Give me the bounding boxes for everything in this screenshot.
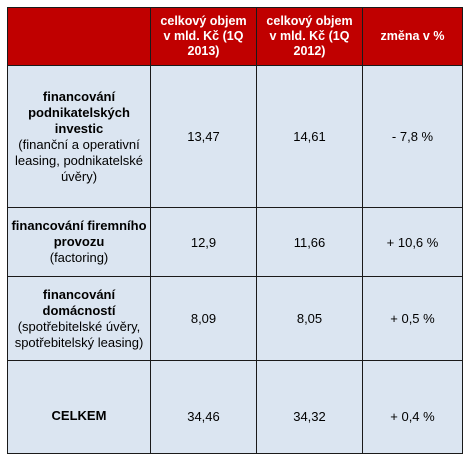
value-2012-cell: 11,66 [256,207,363,277]
row-label-cell: financování firemního provozu (factoring… [7,207,151,277]
header-change-cell: změna v % [362,7,463,66]
header-2013-cell: celkový objem v mld. Kč (1Q 2013) [150,7,257,66]
table-row: financování podnikatelských investic (fi… [7,65,463,208]
header-2012-label: celkový objem v mld. Kč (1Q 2012) [266,14,353,58]
total-2013-cell: 34,46 [150,360,257,454]
header-category-cell [7,7,151,66]
change-cell: - 7,8 % [362,65,463,208]
total-row: CELKEM 34,46 34,32 + 0,4 % [7,360,463,454]
change-cell: + 0,5 % [362,276,463,361]
row-label-main: financování firemního provozu [11,218,147,249]
total-2012-cell: 34,32 [256,360,363,454]
value-2013-cell: 12,9 [150,207,257,277]
value-2012-cell: 14,61 [256,65,363,208]
row-label-sub: (factoring) [49,250,109,265]
value-2013-cell: 13,47 [150,65,257,208]
change-cell: + 10,6 % [362,207,463,277]
row-label-main: financování podnikatelských investic [28,88,130,136]
total-label-cell: CELKEM [7,360,151,454]
row-label-sub: (finanční a operativní leasing, podnikat… [15,136,143,184]
total-2012-value: 34,32 [293,408,326,424]
row-label-cell: financování domácností (spotřebitelské ú… [7,276,151,361]
table-header-row: celkový objem v mld. Kč (1Q 2013) celkov… [7,7,463,66]
header-2013-label: celkový objem v mld. Kč (1Q 2013) [160,14,247,58]
total-2013-value: 34,46 [187,408,220,424]
table-row: financování firemního provozu (factoring… [7,207,463,277]
leasing-volume-table: celkový objem v mld. Kč (1Q 2013) celkov… [7,7,463,454]
total-change-cell: + 0,4 % [362,360,463,454]
row-label-sub: (spotřebitelské úvěry, spotřebitelský le… [14,318,144,350]
table-row: financování domácností (spotřebitelské ú… [7,276,463,361]
total-change-value: + 0,4 % [390,408,435,424]
value-2012-cell: 8,05 [256,276,363,361]
row-label-cell: financování podnikatelských investic (fi… [7,65,151,208]
header-2012-cell: celkový objem v mld. Kč (1Q 2012) [256,7,363,66]
total-label: CELKEM [51,408,107,423]
row-label-main: financování domácností [42,286,116,318]
value-2013-cell: 8,09 [150,276,257,361]
